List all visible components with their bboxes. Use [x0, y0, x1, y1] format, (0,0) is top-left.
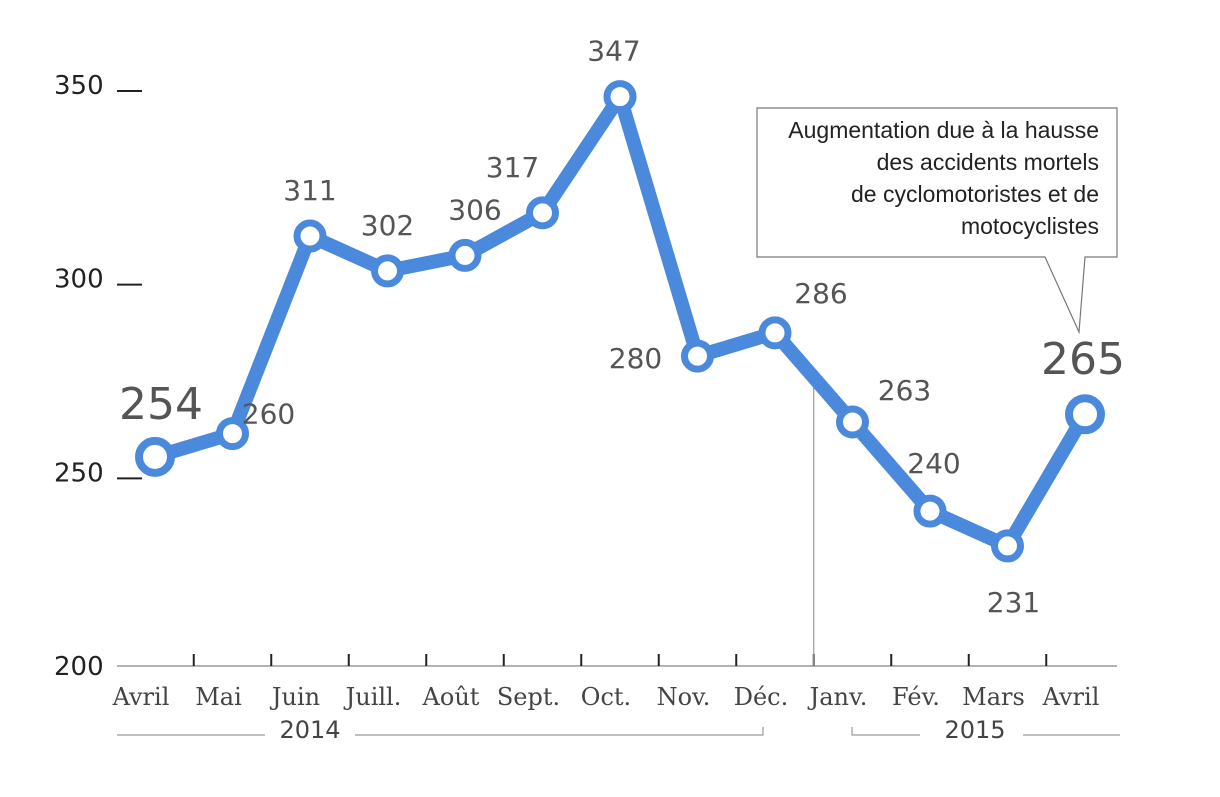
data-point	[758, 316, 792, 350]
data-label: 302	[361, 209, 414, 242]
annotation-line: de cyclomotoristes et de	[851, 181, 1099, 207]
x-tick-label: Juill.	[343, 683, 402, 711]
data-point	[371, 254, 404, 288]
x-tick-label: Mai	[195, 683, 242, 711]
data-label: 306	[448, 193, 501, 226]
y-tick-label: 200	[54, 652, 104, 682]
data-point	[681, 339, 714, 373]
x-tick-label: Oct.	[581, 683, 631, 711]
annotation-line: Augmentation due à la hausse	[788, 117, 1099, 143]
data-point	[913, 494, 947, 528]
data-label: 231	[987, 586, 1040, 619]
data-label: 263	[878, 374, 931, 407]
year-bracket-line	[355, 727, 764, 736]
y-tick-label: 350	[54, 71, 104, 101]
data-label: 311	[283, 174, 336, 207]
x-tick-label: Juin	[269, 683, 320, 711]
data-label: 280	[609, 342, 662, 375]
data-label: 265	[1041, 334, 1125, 385]
data-label: 260	[242, 398, 295, 431]
year-label: 2014	[279, 716, 340, 744]
data-point	[526, 196, 559, 230]
x-tick-label: Nov.	[657, 683, 711, 711]
annotation-callout: Augmentation due à la hausse des accident…	[756, 107, 1118, 335]
year-bracket-line	[851, 727, 920, 736]
x-tick-label: Fév.	[892, 683, 940, 711]
data-point	[135, 436, 175, 477]
x-tick-label: Août	[422, 683, 480, 711]
x-tick-label: Mars	[962, 683, 1025, 711]
annotation-line: des accidents mortels	[877, 149, 1099, 175]
data-point	[1065, 394, 1105, 435]
x-tick-label: Déc.	[734, 683, 789, 711]
x-tick-label: Sept.	[497, 683, 560, 711]
data-point	[991, 529, 1024, 563]
data-point	[216, 417, 249, 451]
data-point	[293, 219, 327, 253]
callout-box	[756, 107, 1118, 335]
data-label: 317	[486, 151, 539, 184]
y-tick-label: 250	[54, 458, 104, 488]
year-label: 2015	[944, 716, 1005, 744]
data-label: 347	[587, 35, 640, 68]
data-label: 240	[907, 447, 960, 480]
x-tick-label: Avril	[1042, 683, 1100, 711]
x-tick-label: Avril	[112, 683, 170, 711]
data-labels: 254 260 311 302 306 317 347 280 286 263 240 231 265	[119, 35, 1125, 619]
axes: 200 250 300 350 Avril Mai Juin Juill. Août Sept. O…	[54, 71, 1120, 744]
y-tick-label: 300	[54, 265, 104, 295]
annotation-line: motocyclistes	[961, 213, 1099, 239]
x-tick-label: Janv.	[807, 683, 868, 711]
data-point	[836, 405, 869, 439]
data-point	[448, 238, 482, 272]
data-label: 286	[794, 277, 847, 310]
data-points	[135, 80, 1105, 563]
data-label: 254	[119, 379, 203, 430]
data-point	[603, 80, 637, 114]
